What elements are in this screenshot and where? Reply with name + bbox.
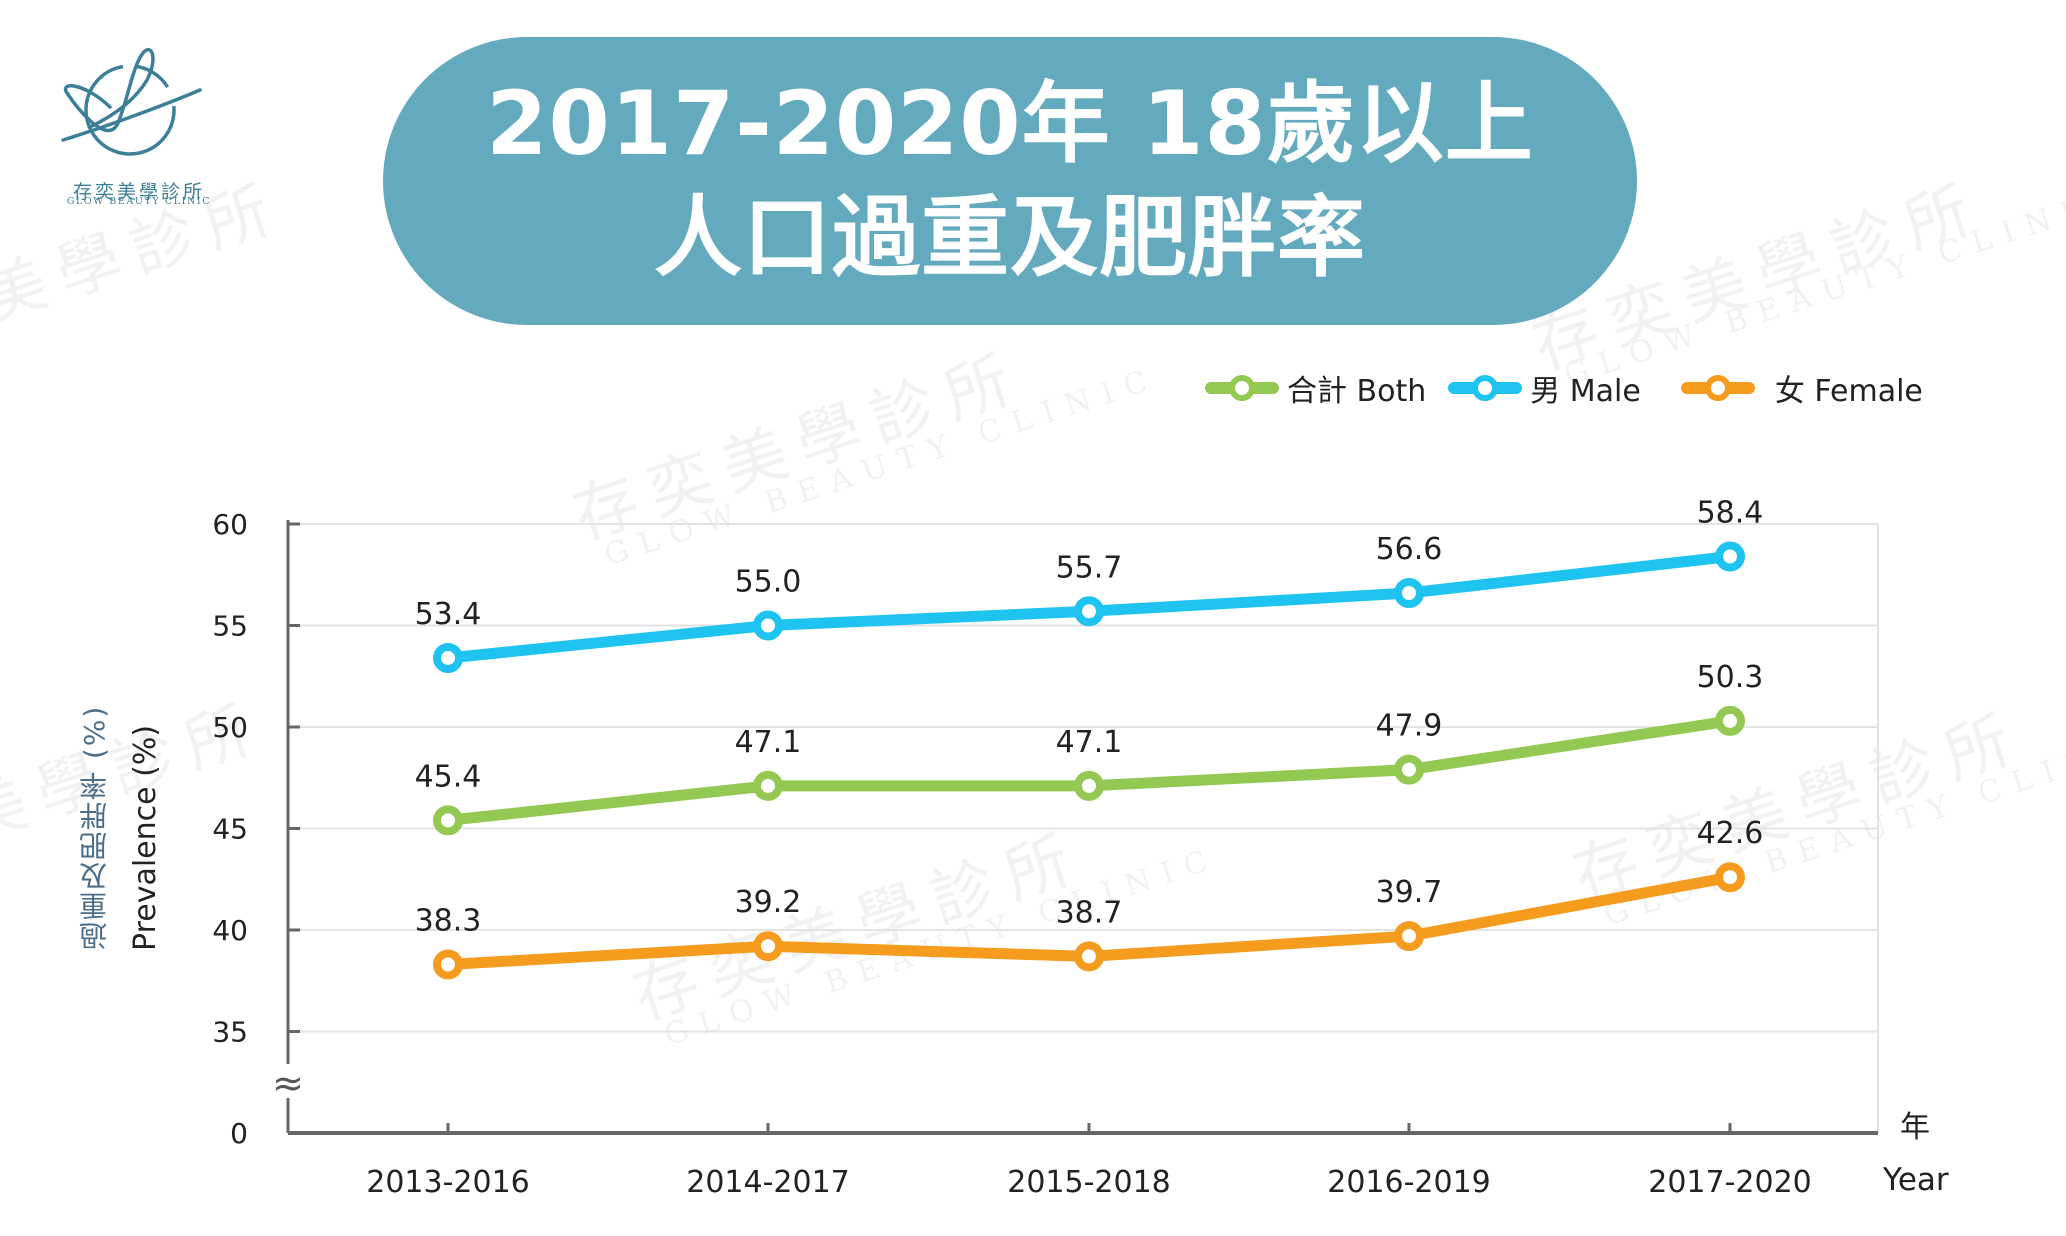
x-tick-label: 2013-2016 — [366, 1165, 530, 1200]
data-point-marker — [1074, 941, 1104, 972]
data-point-marker — [433, 642, 463, 673]
legend-item-female: 女 Female — [1663, 366, 1923, 410]
x-tick-label: 2016-2019 — [1327, 1165, 1491, 1200]
data-point-marker — [753, 931, 783, 962]
y-tick-label: 0 — [230, 1117, 248, 1150]
data-point-marker — [433, 949, 463, 980]
chart-title-line-1: 2017-2020年 18歲以上 — [486, 72, 1534, 175]
clinic-logo: 存奕美學診所 GLOW BEAUTY CLINIC — [55, 45, 215, 215]
data-label: 39.7 — [1376, 875, 1443, 910]
logo-mark-icon — [61, 47, 202, 156]
data-label: 47.1 — [735, 725, 802, 760]
x-tick-label: 2014-2017 — [686, 1165, 850, 1200]
line-marker-icon — [1680, 366, 1755, 410]
data-point-marker — [1715, 541, 1745, 572]
data-label: 42.6 — [1697, 816, 1764, 851]
data-point-marker — [433, 805, 463, 836]
y-tick-label: 55 — [212, 610, 248, 643]
data-point-marker — [753, 610, 783, 641]
data-label: 39.2 — [735, 885, 802, 920]
data-point-marker — [1715, 862, 1745, 893]
logo-name-cn: 存奕美學診所 — [72, 181, 205, 203]
data-label: 53.4 — [415, 597, 482, 632]
data-label: 58.4 — [1697, 495, 1764, 530]
line-marker-icon — [1205, 366, 1279, 410]
x-axis-unit-en: Year — [1883, 1162, 1949, 1198]
x-tick-label: 2015-2018 — [1007, 1165, 1171, 1200]
data-label: 56.6 — [1376, 532, 1443, 567]
legend-label: 合計 Both — [1287, 374, 1427, 409]
data-label: 47.9 — [1376, 709, 1443, 744]
data-point-marker — [1394, 578, 1424, 609]
chart-title-banner: 2017-2020年 18歲以上 人口過重及肥胖率 — [383, 37, 1637, 325]
logo-name-en: GLOW BEAUTY CLINIC — [66, 196, 212, 207]
data-point-marker — [1074, 770, 1104, 801]
data-label: 38.3 — [415, 904, 482, 939]
data-point-marker — [1074, 596, 1104, 627]
data-label: 45.4 — [415, 759, 482, 794]
data-label: 50.3 — [1697, 660, 1764, 695]
data-point-marker — [753, 770, 783, 801]
axis-break-icon: ≈ — [272, 1061, 304, 1105]
legend-item-both: 合計 Both — [1205, 366, 1426, 410]
chart-title-line-2: 人口過重及肥胖率 — [653, 186, 1366, 289]
legend-item-male: 男 Male — [1448, 366, 1641, 410]
data-point-marker — [1394, 754, 1424, 785]
chart-legend: 合計 Both 男 Male 女 Female — [1205, 366, 1923, 410]
data-label: 55.7 — [1056, 550, 1123, 585]
legend-label: 女 Female — [1774, 374, 1923, 409]
y-tick-label: 60 — [212, 508, 248, 541]
data-point-marker — [1394, 921, 1424, 952]
y-tick-label: 45 — [212, 813, 248, 846]
y-tick-label: 35 — [212, 1016, 248, 1049]
y-tick-label: 40 — [212, 914, 248, 947]
x-axis-unit-cn: 年 — [1900, 1110, 1930, 1145]
x-tick-label: 2017-2020 — [1648, 1165, 1812, 1200]
line-marker-icon — [1448, 366, 1523, 410]
data-point-marker — [1715, 705, 1745, 736]
data-label: 55.0 — [735, 565, 802, 600]
legend-label: 男 Male — [1530, 374, 1641, 409]
y-tick-label: 50 — [212, 711, 248, 744]
data-label: 47.1 — [1056, 725, 1123, 760]
data-label: 38.7 — [1056, 895, 1123, 930]
